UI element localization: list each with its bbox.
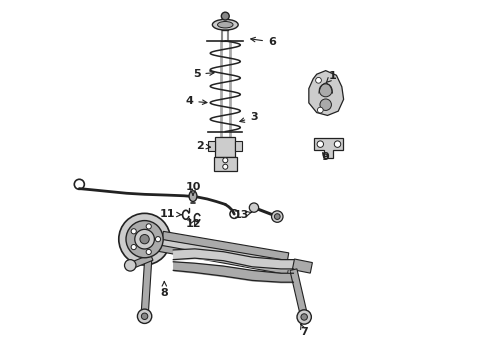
Ellipse shape xyxy=(189,191,197,202)
Text: 7: 7 xyxy=(300,324,308,337)
Text: 4: 4 xyxy=(186,96,207,106)
Polygon shape xyxy=(235,140,243,151)
Circle shape xyxy=(131,229,136,234)
Text: 5: 5 xyxy=(193,69,214,79)
Circle shape xyxy=(249,203,259,212)
Circle shape xyxy=(146,249,151,255)
Text: 2: 2 xyxy=(196,141,211,151)
Circle shape xyxy=(318,107,323,113)
Polygon shape xyxy=(293,259,313,273)
Polygon shape xyxy=(214,157,237,171)
Circle shape xyxy=(141,313,148,319)
Text: 13: 13 xyxy=(234,210,252,220)
Text: 6: 6 xyxy=(251,37,276,47)
Text: 11: 11 xyxy=(160,209,181,219)
Circle shape xyxy=(223,164,228,169)
Polygon shape xyxy=(208,140,215,151)
Text: 10: 10 xyxy=(185,182,201,195)
Circle shape xyxy=(119,213,171,265)
Circle shape xyxy=(319,84,332,97)
Text: 12: 12 xyxy=(185,219,201,229)
Circle shape xyxy=(320,99,331,111)
Circle shape xyxy=(223,158,228,163)
Text: 9: 9 xyxy=(322,152,330,162)
Polygon shape xyxy=(162,231,289,261)
Circle shape xyxy=(297,310,311,324)
Circle shape xyxy=(271,211,283,222)
Circle shape xyxy=(131,244,136,249)
Circle shape xyxy=(140,234,149,244)
Polygon shape xyxy=(158,245,289,275)
Polygon shape xyxy=(141,260,152,316)
Circle shape xyxy=(155,237,161,242)
Polygon shape xyxy=(309,71,343,116)
Circle shape xyxy=(316,77,321,83)
Polygon shape xyxy=(215,137,235,157)
Ellipse shape xyxy=(218,22,233,28)
Polygon shape xyxy=(129,254,153,269)
Circle shape xyxy=(274,214,280,220)
Polygon shape xyxy=(290,269,308,317)
Text: 1: 1 xyxy=(326,71,337,83)
Circle shape xyxy=(317,141,323,147)
Polygon shape xyxy=(314,138,343,158)
Ellipse shape xyxy=(212,19,238,30)
Circle shape xyxy=(126,221,163,258)
Circle shape xyxy=(334,141,341,147)
Circle shape xyxy=(221,12,229,20)
Text: 8: 8 xyxy=(160,282,168,298)
Circle shape xyxy=(135,229,154,249)
Circle shape xyxy=(137,309,152,323)
Text: 3: 3 xyxy=(240,112,258,122)
Polygon shape xyxy=(159,239,289,268)
Circle shape xyxy=(124,260,136,271)
Circle shape xyxy=(301,314,307,320)
Circle shape xyxy=(146,224,151,229)
